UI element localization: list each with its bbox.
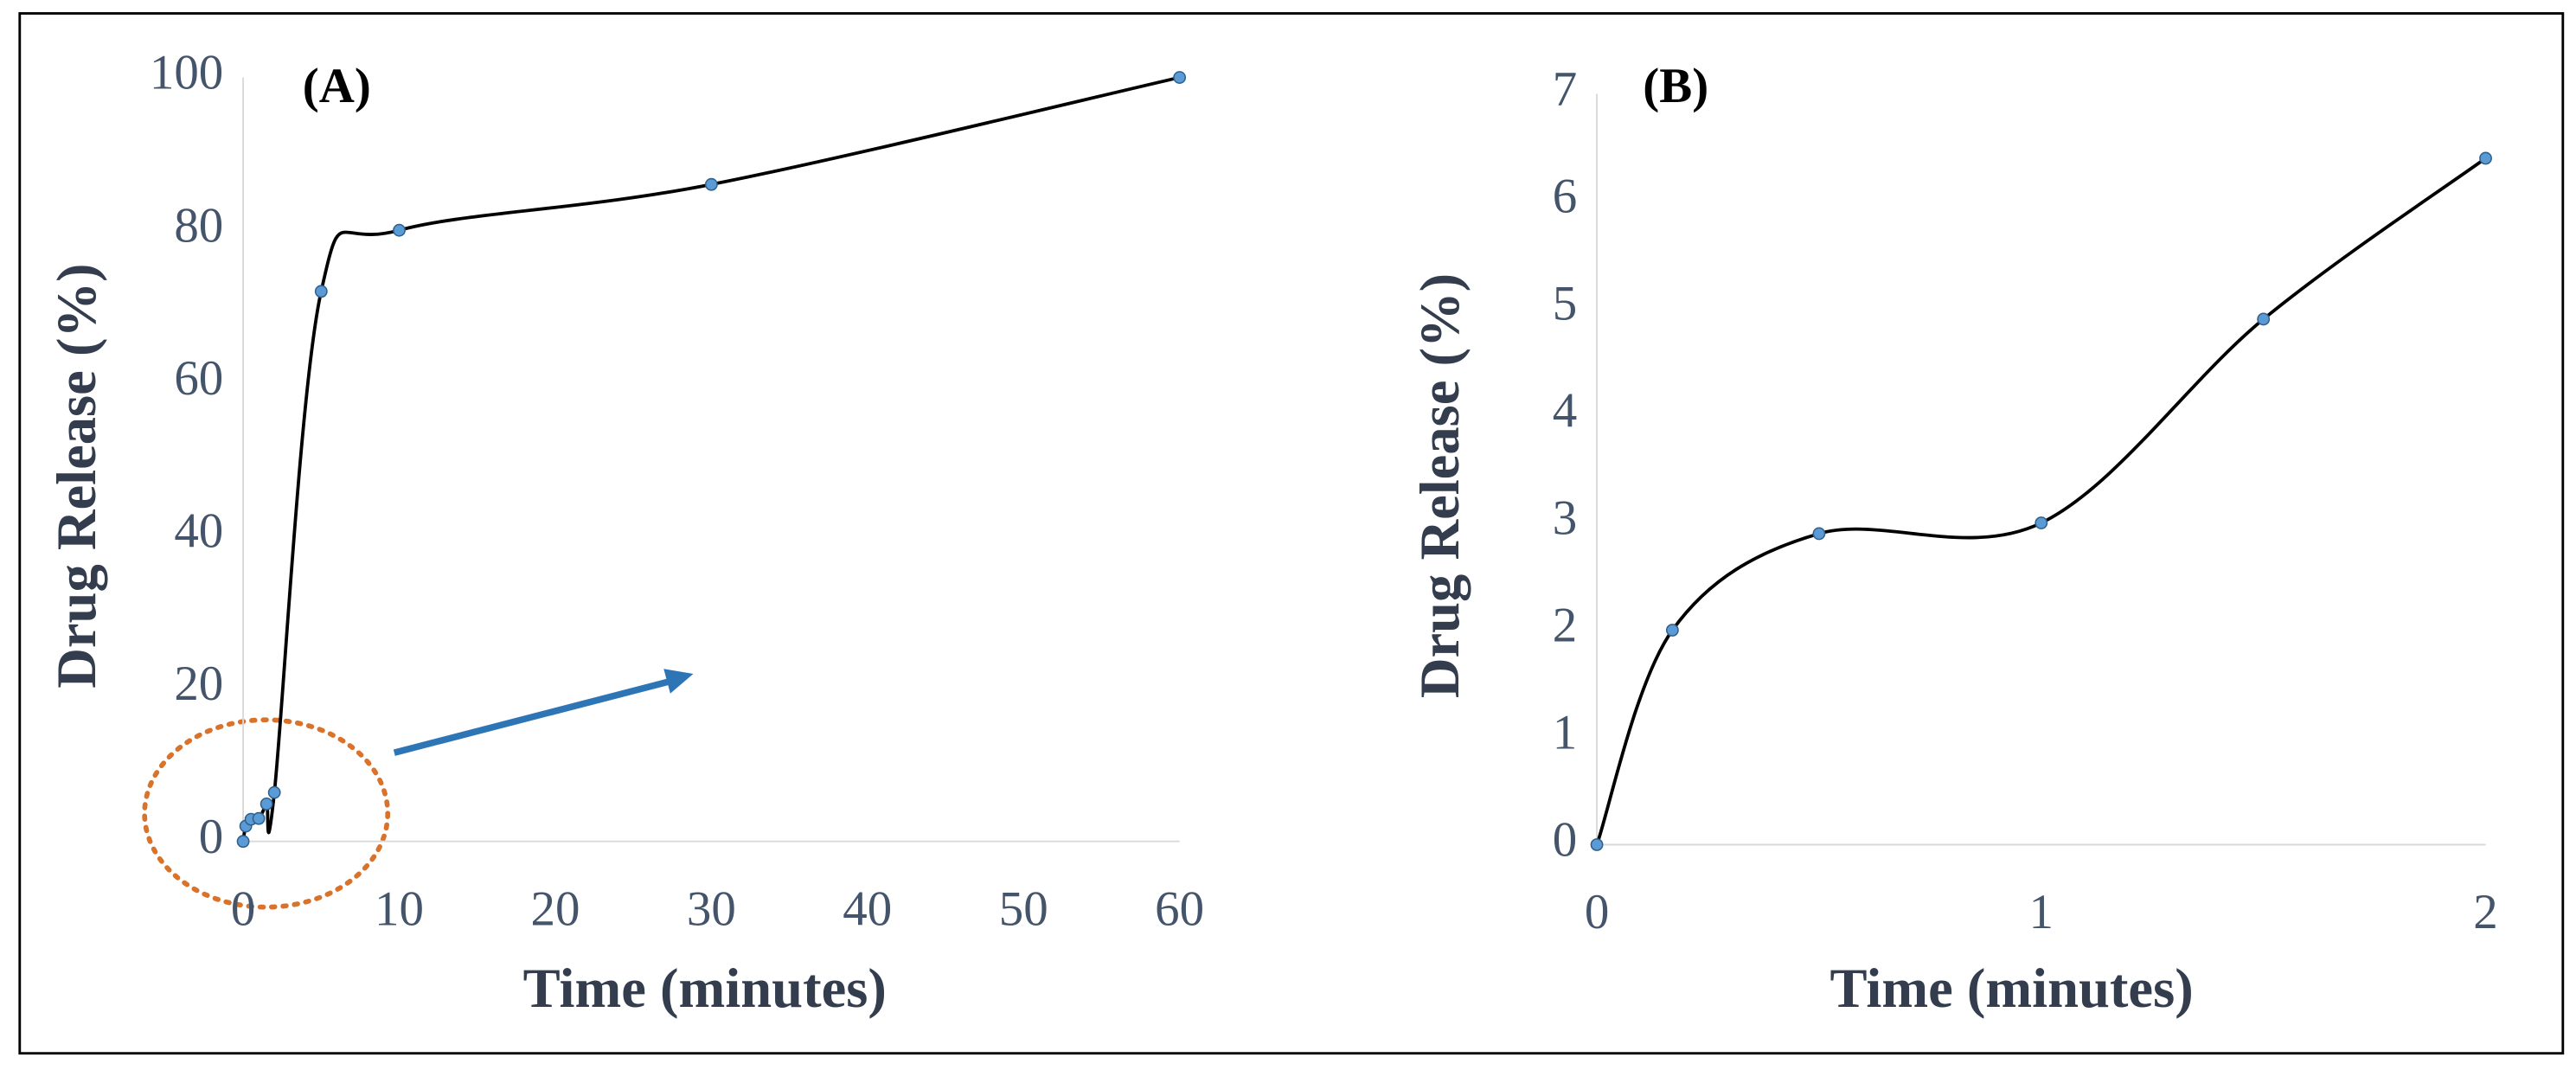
data-point — [2479, 151, 2492, 165]
x-tick-label: 40 — [843, 881, 892, 936]
x-tick-label: 10 — [375, 881, 424, 936]
data-point — [260, 798, 273, 811]
data-point — [1812, 527, 1826, 541]
chart-title: (B) — [1643, 59, 1708, 113]
x-axis-label: Time (minutes) — [523, 957, 887, 1019]
y-tick-label: 1 — [1553, 706, 1577, 760]
arrow-shaft — [393, 676, 675, 756]
x-tick-label: 20 — [530, 881, 580, 936]
y-tick-label: 20 — [174, 657, 223, 711]
x-tick-label: 30 — [687, 881, 736, 936]
data-point — [314, 285, 328, 298]
data-point — [267, 785, 281, 799]
data-point — [393, 223, 406, 237]
data-point — [1590, 838, 1604, 851]
y-tick-label: 0 — [1553, 813, 1577, 868]
figure-border — [18, 12, 2565, 1055]
data-point — [2257, 312, 2271, 326]
data-point — [1665, 624, 1679, 637]
data-line — [1595, 157, 2487, 846]
y-axis-label: Drug Release (%) — [45, 264, 107, 689]
y-tick-label: 2 — [1553, 599, 1577, 653]
data-point — [704, 177, 718, 191]
y-tick-label: 0 — [199, 810, 223, 864]
x-tick-label: 2 — [2473, 885, 2497, 939]
y-tick-label: 5 — [1553, 277, 1577, 331]
arrow-head — [663, 669, 694, 694]
highlight-ellipse — [142, 717, 391, 910]
data-point — [2035, 516, 2048, 529]
data-point — [236, 835, 250, 849]
data-point — [1173, 71, 1187, 84]
x-tick-label: 0 — [231, 881, 255, 936]
x-tick-label: 1 — [2029, 885, 2054, 939]
x-axis-label: Time (minutes) — [1829, 957, 2193, 1019]
y-tick-label: 60 — [174, 351, 223, 406]
y-axis-label: Drug Release (%) — [1408, 273, 1471, 698]
y-tick-label: 80 — [174, 198, 223, 253]
chart-title: (A) — [303, 59, 371, 113]
y-tick-label: 100 — [150, 46, 223, 100]
y-tick-label: 4 — [1553, 384, 1577, 439]
y-tick-label: 3 — [1553, 491, 1577, 546]
y-tick-label: 40 — [174, 504, 223, 559]
data-point — [252, 811, 266, 825]
x-tick-label: 50 — [999, 881, 1048, 936]
y-tick-label: 6 — [1553, 170, 1577, 224]
x-tick-label: 0 — [1585, 885, 1609, 939]
y-tick-label: 7 — [1553, 62, 1577, 117]
x-tick-label: 60 — [1155, 881, 1204, 936]
